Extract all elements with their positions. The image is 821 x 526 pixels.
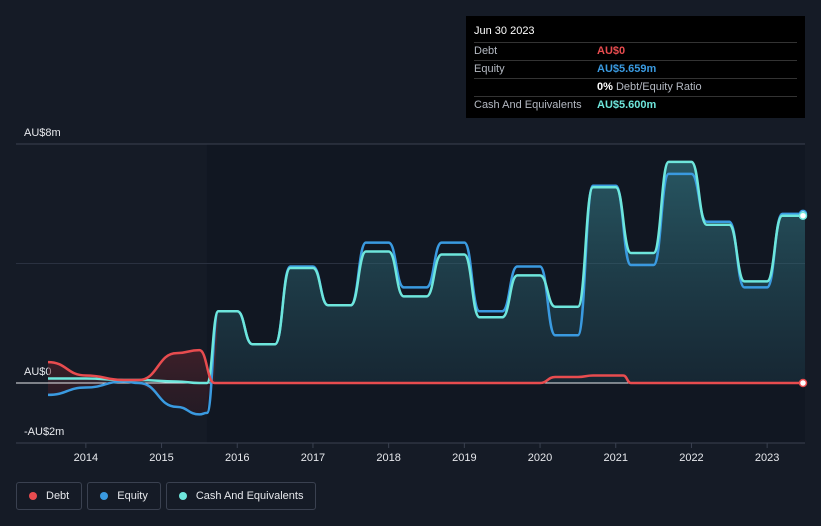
tooltip-ratio-value: 0% Debt/Equity Ratio: [597, 79, 702, 95]
cash-area: [48, 161, 805, 383]
x-tick-label: 2020: [528, 452, 552, 464]
x-tick-label: 2021: [604, 452, 628, 464]
x-tick-label: 2022: [679, 452, 703, 464]
tooltip-row-ratio: 0% Debt/Equity Ratio: [474, 78, 797, 96]
cash-end-marker: [798, 211, 808, 220]
debt-end-marker: [798, 378, 808, 388]
legend-cash-dot-icon: [178, 492, 187, 500]
x-tick-label: 2018: [376, 452, 400, 464]
tooltip-cash-label: Cash And Equivalents: [474, 99, 582, 111]
x-tick-label: 2016: [225, 452, 249, 464]
chart-legend: Debt Equity Cash And Equivalents: [16, 482, 317, 510]
tooltip-equity-label: Equity: [474, 63, 505, 75]
legend-item-debt[interactable]: Debt: [16, 482, 83, 510]
tooltip-ratio-label: Debt/Equity Ratio: [615, 81, 702, 93]
legend-debt-dot-icon: [29, 492, 37, 500]
tooltip-debt-value: AU$0: [597, 45, 626, 57]
tooltip-row-equity: Equity AU$5.659m: [474, 60, 797, 78]
legend-equity-label: Equity: [117, 490, 148, 502]
tooltip-row-debt: Debt AU$0: [474, 42, 797, 60]
tooltip-debt-label: Debt: [474, 45, 498, 57]
x-tick-label: 2014: [74, 452, 98, 464]
tooltip-ratio-number: 0%: [597, 81, 613, 93]
x-tick-label: 2019: [452, 452, 476, 464]
x-tick-label: 2015: [149, 452, 173, 464]
y-tick-label: AU$0: [24, 366, 52, 378]
legend-item-equity[interactable]: Equity: [87, 482, 161, 510]
tooltip-panel: Jun 30 2023 Debt AU$0 Equity AU$5.659m 0…: [466, 16, 805, 118]
tooltip-cash-value: AU$5.600m: [597, 99, 657, 111]
tooltip-date: Jun 30 2023: [474, 25, 535, 37]
tooltip-equity-value: AU$5.659m: [597, 63, 657, 75]
cash-line: [48, 160, 805, 385]
debt-area: [48, 311, 219, 415]
x-tick-label: 2017: [301, 452, 325, 464]
x-tick-label: 2023: [755, 452, 779, 464]
legend-debt-label: Debt: [46, 490, 70, 502]
legend-equity-dot-icon: [100, 492, 109, 500]
tooltip-row-cash: Cash And Equivalents AU$5.600m: [474, 96, 797, 114]
y-tick-label: -AU$2m: [24, 426, 64, 438]
y-tick-label: AU$8m: [24, 127, 61, 139]
legend-cash-label: Cash And Equivalents: [195, 490, 304, 502]
legend-item-cash[interactable]: Cash And Equivalents: [165, 482, 317, 510]
debt-line: [47, 348, 805, 385]
